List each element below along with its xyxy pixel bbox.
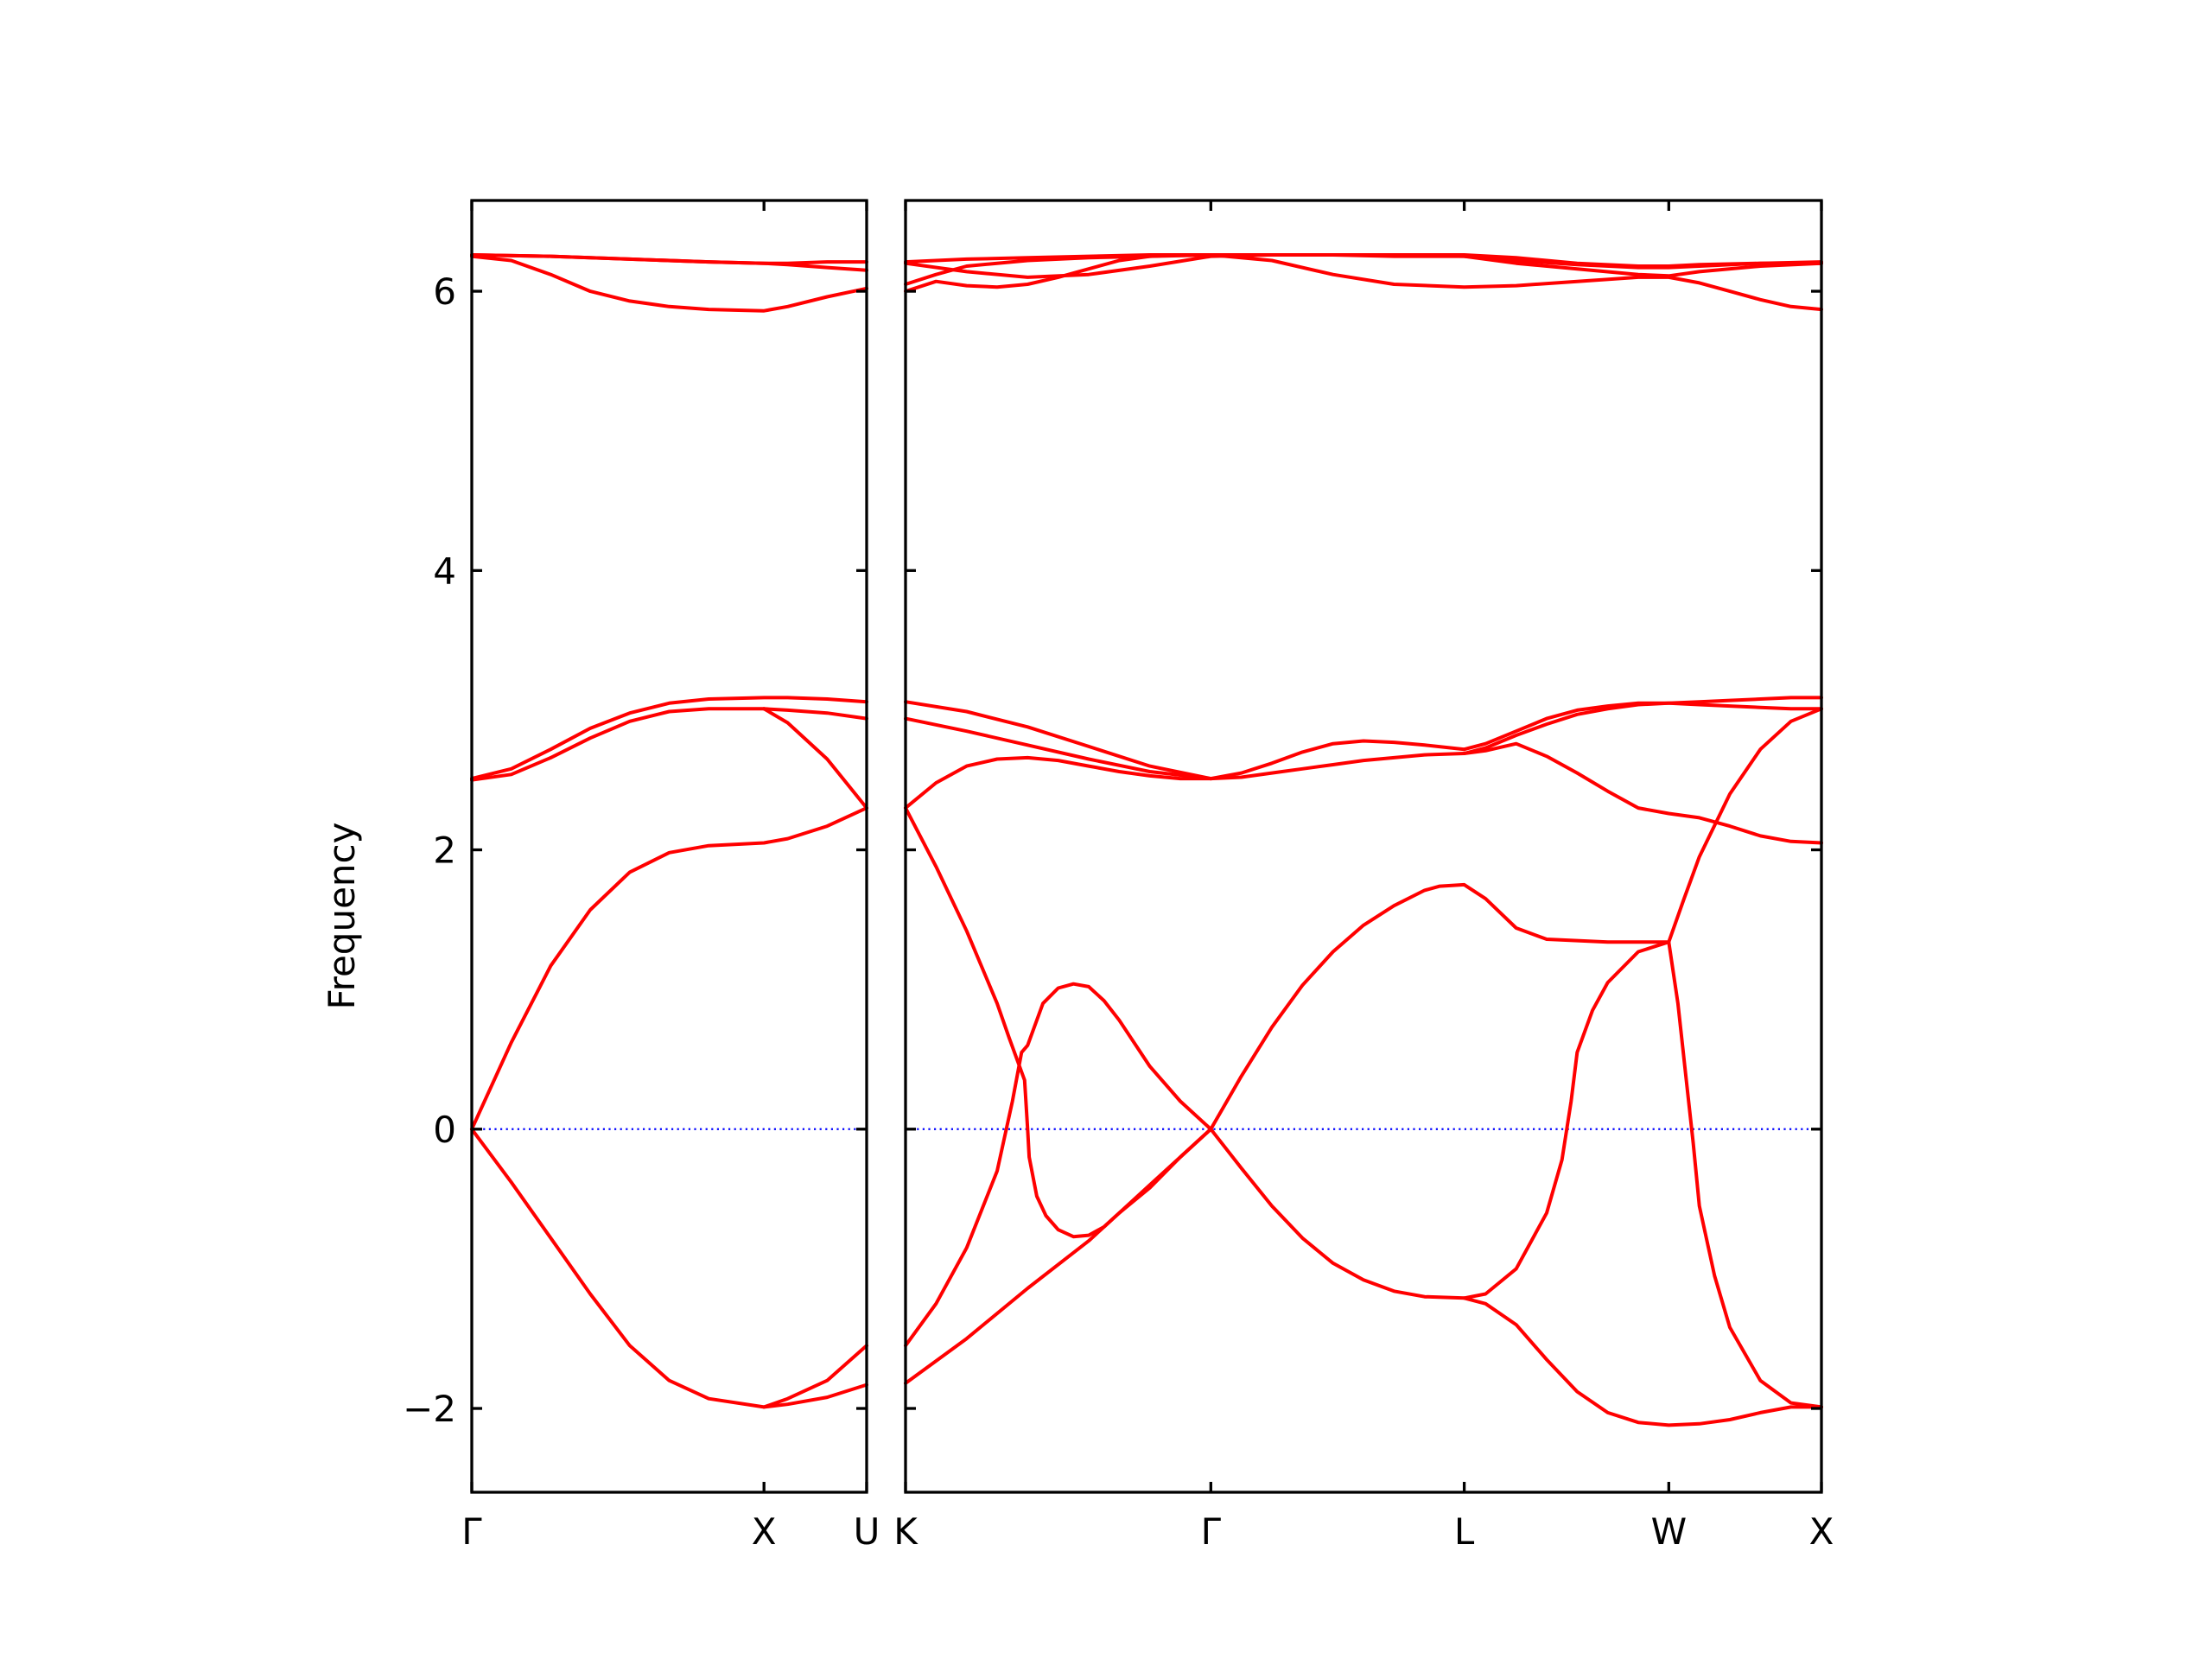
x-tick-label: Γ: [461, 1510, 482, 1553]
x-tick-label: Γ: [1201, 1510, 1222, 1553]
panel-gamma-x-u: −2 0 2 4 6 Γ X U: [403, 199, 880, 1553]
x-tick-label: W: [1651, 1510, 1688, 1553]
band-line-1: [470, 1127, 868, 1409]
band-line-8: [904, 752, 1466, 810]
band-line-9: [904, 716, 1213, 781]
band-line-18: [904, 253, 1823, 268]
band-line-3: [904, 1127, 1213, 1385]
x-tick-label: L: [1454, 1510, 1475, 1553]
band-line-10: [904, 700, 1213, 781]
band-line-14: [1462, 696, 1823, 755]
band-line-15: [904, 253, 1823, 312]
band-line-7: [1667, 940, 1823, 1409]
band-line-4: [470, 707, 766, 782]
plot-frame: [904, 199, 1823, 1494]
y-tick-label: 4: [433, 550, 456, 592]
y-tick-label: 6: [433, 270, 456, 313]
band-line-8: [470, 254, 868, 313]
x-tick-label: X: [752, 1510, 777, 1553]
band-line-5: [762, 707, 868, 810]
y-axis-label: Frequency: [321, 823, 363, 1010]
band-line-6: [1462, 1296, 1823, 1427]
band-line-7: [762, 707, 868, 721]
band-line-4: [1209, 707, 1823, 1131]
y-tick-label: 0: [433, 1109, 456, 1151]
band-line-6: [470, 696, 868, 781]
y-tick-label: −2: [403, 1388, 456, 1430]
band-line-1: [904, 982, 1213, 1348]
band-line-10: [470, 253, 868, 265]
band-line-2: [470, 806, 868, 1131]
band-line-5: [1209, 940, 1671, 1300]
band-line-3: [762, 1344, 868, 1409]
band-line-11: [1209, 739, 1466, 781]
plot-frame: [470, 199, 868, 1494]
x-tick-label: U: [854, 1510, 880, 1553]
x-tick-label: X: [1809, 1510, 1834, 1553]
y-tick-label: 2: [433, 830, 456, 872]
band-line-12: [1462, 741, 1823, 845]
x-tick-label: K: [893, 1510, 918, 1553]
